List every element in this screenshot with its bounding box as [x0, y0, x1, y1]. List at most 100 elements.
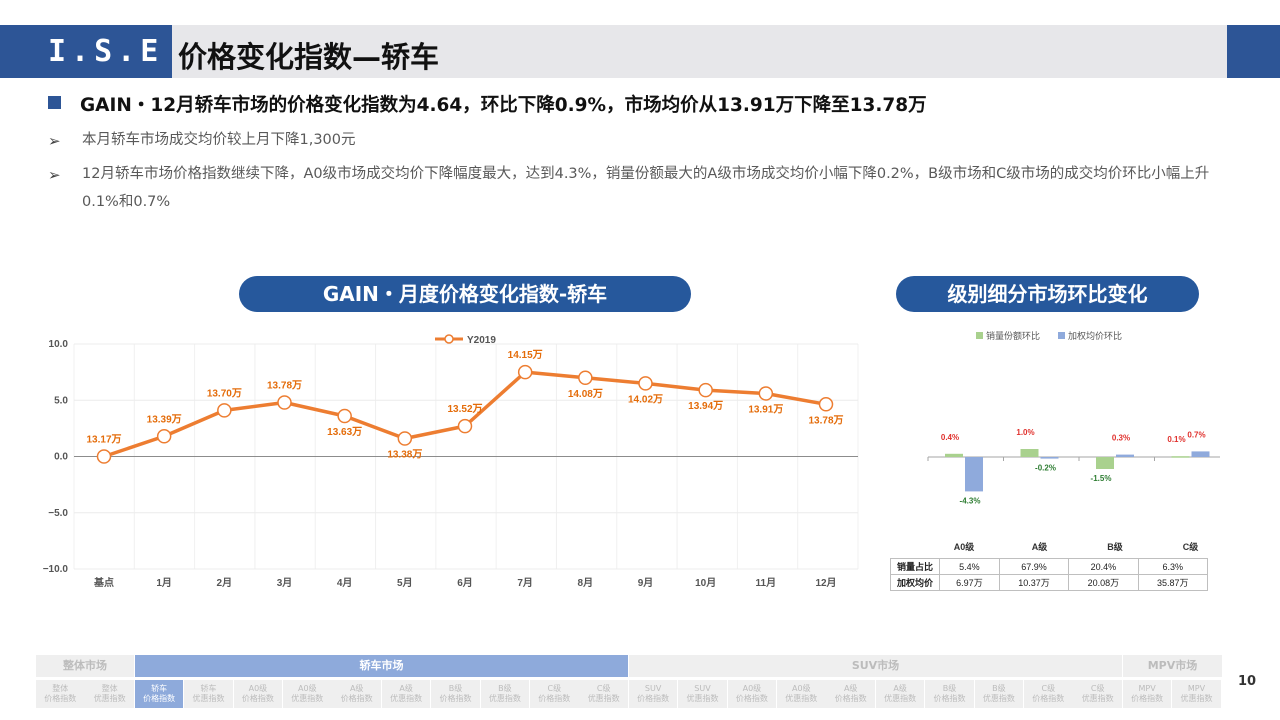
nav-cell-segment: B级: [498, 684, 512, 693]
nav-cell[interactable]: C级 价格指数: [1024, 680, 1073, 708]
nav-cell-segment: C级: [547, 684, 562, 693]
nav-cell-index: 优惠指数: [488, 694, 521, 703]
nav-cell[interactable]: C级 优惠指数: [579, 680, 628, 708]
nav-cell-segment: SUV: [644, 684, 662, 693]
legend-swatch: [976, 332, 983, 339]
nav-cell[interactable]: A0级 价格指数: [727, 680, 777, 708]
nav-cell[interactable]: B级 优惠指数: [974, 680, 1024, 708]
nav-cell-index: 价格指数: [1032, 694, 1065, 703]
nav-cell-index: 优惠指数: [390, 694, 423, 703]
table-cell: 20.08万: [1068, 574, 1139, 591]
data-label: 13.78万: [808, 414, 843, 426]
page-number: 10: [1238, 674, 1257, 689]
data-label: 13.91万: [748, 404, 783, 416]
nav-cell-index: 价格指数: [637, 694, 670, 703]
bar-label: 0.3%: [1112, 434, 1130, 443]
nav-cell[interactable]: A0级 优惠指数: [283, 680, 332, 708]
x-tick-label: 2月: [217, 577, 233, 589]
data-label: 13.17万: [86, 434, 121, 446]
nav-group-suv[interactable]: SUV市场: [629, 655, 1122, 677]
data-label: 13.63万: [327, 426, 362, 438]
nav-cell-segment: A级: [843, 684, 858, 693]
nav-cell-index: 优惠指数: [785, 694, 818, 703]
bar-label: 0.1%: [1167, 435, 1185, 444]
line-chart: 10.0 5.0 0.0 −5.0 −10.0 基点 1月 2月 3月 4月 5月 6月 7月 8月 9月 1…: [43, 334, 859, 589]
nav-group-overall[interactable]: 整体市场: [36, 655, 134, 677]
nav-cell[interactable]: A0级 价格指数: [233, 680, 283, 708]
x-tick-label: 8月: [578, 577, 594, 589]
nav-cell-segment: C级: [1090, 684, 1105, 693]
nav-cell-index: 优惠指数: [686, 694, 719, 703]
legend-label: 销量份额环比: [986, 330, 1040, 341]
nav-cell-segment: A0级: [298, 684, 317, 693]
nav-cell[interactable]: 整体 价格指数: [36, 680, 85, 708]
nav-cell[interactable]: C级 价格指数: [530, 680, 579, 708]
bar: [1116, 454, 1134, 457]
legend-label: 加权均价环比: [1068, 330, 1122, 341]
nav-cell[interactable]: 轿车 价格指数: [134, 680, 184, 708]
nav-cell[interactable]: C级 优惠指数: [1073, 680, 1122, 708]
table-cell: 5.4%: [939, 558, 1000, 575]
nav-cell-index: 价格指数: [1131, 694, 1164, 703]
legend-marker: [444, 334, 454, 344]
y-tick-label: 5.0: [54, 395, 68, 406]
nav-cell[interactable]: SUV 价格指数: [628, 680, 678, 708]
nav-cell[interactable]: MPV 价格指数: [1122, 680, 1172, 708]
nav-cell[interactable]: A级 价格指数: [826, 680, 875, 708]
y-tick-label: 10.0: [49, 339, 69, 350]
data-point: [397, 431, 413, 446]
nav-cell[interactable]: SUV 优惠指数: [678, 680, 727, 708]
bar-label: -1.5%: [1091, 474, 1112, 483]
nav-cell[interactable]: B级 优惠指数: [480, 680, 530, 708]
nav-cell-index: 价格指数: [340, 694, 373, 703]
nav-cell[interactable]: MPV 优惠指数: [1172, 680, 1221, 708]
nav-cell-segment: B级: [448, 684, 463, 693]
logo: I.S.E: [48, 34, 164, 69]
nav-cell[interactable]: A级 优惠指数: [381, 680, 431, 708]
nav-cell-index: 优惠指数: [982, 694, 1015, 703]
nav-cell-segment: A0级: [742, 684, 762, 693]
nav-cell-index: 优惠指数: [587, 694, 620, 703]
nav-group-mpv[interactable]: MPV市场: [1123, 655, 1222, 677]
y-tick-label: −5.0: [48, 508, 68, 519]
nav-cell[interactable]: 整体 优惠指数: [85, 680, 134, 708]
nav-cell[interactable]: A级 优惠指数: [875, 680, 925, 708]
data-label: 14.15万: [508, 349, 543, 361]
bar: [945, 453, 963, 457]
legend-swatch: [1058, 332, 1065, 339]
bullet-square-icon: [48, 96, 61, 109]
x-tick-label: 4月: [337, 577, 353, 589]
table-cell: 6.97万: [939, 574, 1000, 591]
data-point: [156, 429, 172, 444]
nav-group-sedan[interactable]: 轿车市场: [135, 655, 628, 677]
headline: GAIN・12月轿车市场的价格变化指数为4.64，环比下降0.9%，市场均价从1…: [80, 95, 927, 116]
data-point: [457, 418, 473, 434]
nav-cell-index: 优惠指数: [93, 694, 126, 703]
bar-label: 0.4%: [941, 433, 959, 442]
nav-cell-segment: A级: [349, 684, 364, 693]
nav-cell-segment: C级: [596, 684, 611, 693]
table-cell: 35.87万: [1137, 574, 1209, 591]
nav-cell-segment: A0级: [248, 684, 268, 693]
x-tick-label: 1月: [156, 577, 172, 589]
nav-cell[interactable]: B级 价格指数: [431, 680, 480, 708]
data-label: 13.70万: [207, 387, 242, 399]
header-accent-block: [1227, 25, 1280, 78]
bar-label: 1.0%: [1016, 428, 1034, 437]
left-chart-title: GAIN・月度价格变化指数-轿车: [239, 276, 691, 312]
data-point: [818, 397, 834, 412]
category-label: A级: [1032, 541, 1048, 552]
nav-cell-index: 价格指数: [735, 694, 768, 703]
bar: [1191, 451, 1210, 457]
logo-block: [0, 25, 172, 78]
nav-cell[interactable]: A0级 优惠指数: [777, 680, 826, 708]
table-cell: 20.4%: [1068, 558, 1139, 575]
nav-cell-index: 价格指数: [834, 694, 867, 703]
nav-cell[interactable]: 轿车 优惠指数: [184, 680, 233, 708]
data-label: 14.02万: [628, 393, 663, 405]
nav-cell[interactable]: B级 价格指数: [925, 680, 974, 708]
nav-cell[interactable]: A级 价格指数: [332, 680, 381, 708]
x-tick-label: 6月: [457, 577, 473, 589]
x-tick-label: 3月: [277, 577, 293, 589]
row-header: 加权均价: [890, 574, 940, 591]
